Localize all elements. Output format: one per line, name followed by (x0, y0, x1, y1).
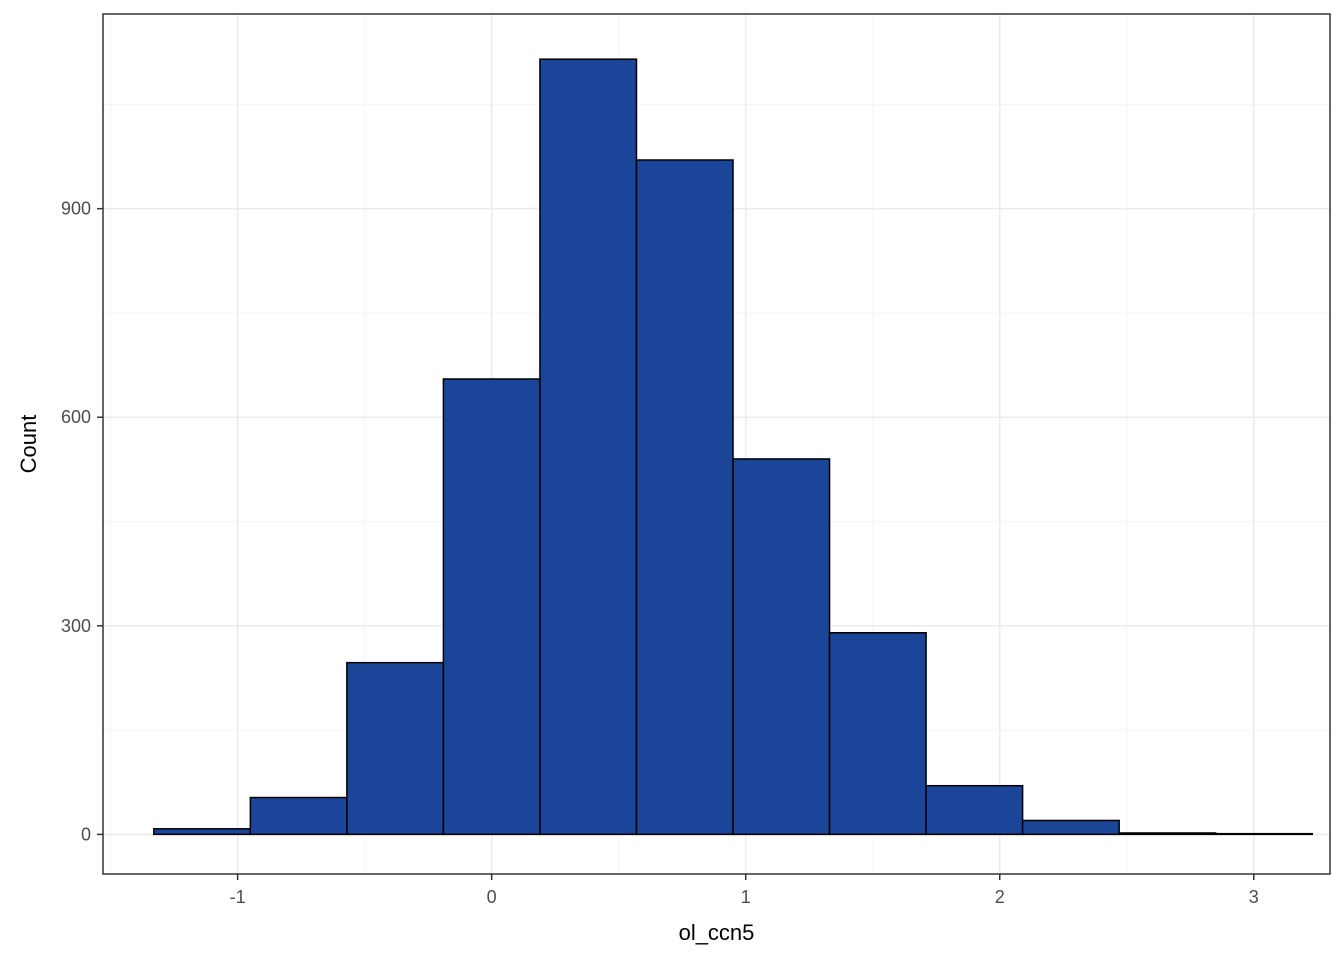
histogram-bar-3 (346, 661, 445, 836)
histogram-bar-2 (249, 796, 348, 836)
x-tick-label: 0 (487, 887, 497, 907)
x-tick-label: 1 (741, 887, 751, 907)
axis-layer: -1 0 1 2 3 0 300 600 900 (61, 199, 1259, 907)
x-tick-label: 3 (1249, 887, 1259, 907)
y-tick-label: 900 (61, 199, 91, 219)
panel-border (102, 13, 1331, 875)
y-tick-label: 300 (61, 616, 91, 636)
histogram-bar-9 (925, 784, 1024, 836)
histogram-bar-11 (1118, 832, 1217, 836)
y-axis-title: Count (16, 415, 41, 474)
x-tick-label: -1 (230, 887, 246, 907)
x-tick-label: 2 (995, 887, 1005, 907)
x-axis-title: ol_ccn5 (679, 920, 755, 945)
histogram-bar-6 (635, 159, 734, 836)
histogram-bar-5 (539, 58, 638, 836)
y-tick-label: 0 (81, 824, 91, 844)
y-tick-label: 600 (61, 407, 91, 427)
histogram-bar-7 (732, 458, 831, 836)
histogram-bar-8 (828, 632, 927, 836)
histogram-bar-1 (153, 828, 252, 836)
histogram-bar-4 (442, 378, 541, 836)
histogram-bar-10 (1021, 819, 1120, 836)
bars-layer (153, 58, 1313, 836)
histogram-bar-12 (1214, 832, 1313, 836)
